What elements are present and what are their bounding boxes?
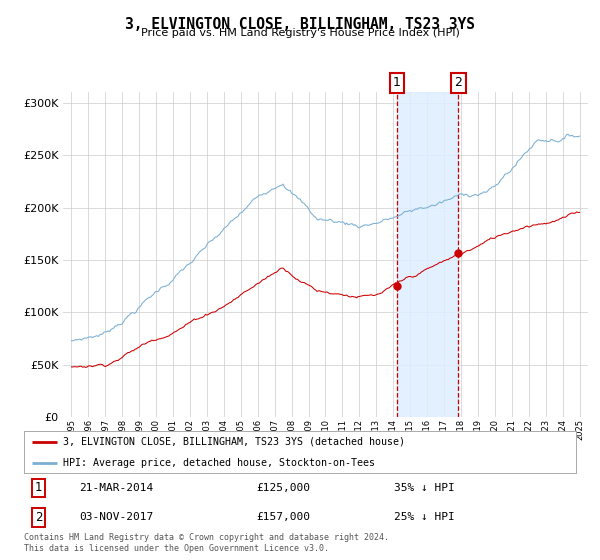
Text: 3, ELVINGTON CLOSE, BILLINGHAM, TS23 3YS: 3, ELVINGTON CLOSE, BILLINGHAM, TS23 3YS [125,17,475,32]
Text: 35% ↓ HPI: 35% ↓ HPI [394,483,455,493]
Text: HPI: Average price, detached house, Stockton-on-Tees: HPI: Average price, detached house, Stoc… [62,458,374,468]
Text: 2: 2 [454,76,462,89]
Text: Contains HM Land Registry data © Crown copyright and database right 2024.
This d: Contains HM Land Registry data © Crown c… [24,533,389,553]
Text: £157,000: £157,000 [256,512,310,522]
Text: 1: 1 [35,481,43,494]
Text: 2: 2 [35,511,43,524]
Text: Price paid vs. HM Land Registry's House Price Index (HPI): Price paid vs. HM Land Registry's House … [140,28,460,38]
Text: £125,000: £125,000 [256,483,310,493]
Text: 03-NOV-2017: 03-NOV-2017 [79,512,154,522]
Text: 3, ELVINGTON CLOSE, BILLINGHAM, TS23 3YS (detached house): 3, ELVINGTON CLOSE, BILLINGHAM, TS23 3YS… [62,437,404,447]
Text: 1: 1 [393,76,401,89]
Text: 21-MAR-2014: 21-MAR-2014 [79,483,154,493]
Text: 25% ↓ HPI: 25% ↓ HPI [394,512,455,522]
Bar [397,92,458,417]
